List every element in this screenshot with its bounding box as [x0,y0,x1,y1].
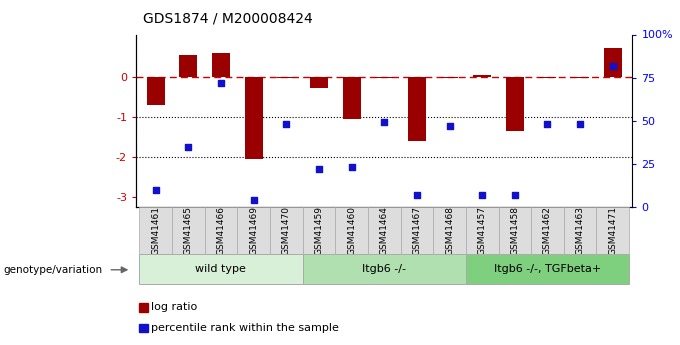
Point [509,192,520,198]
Bar [539,77,556,78]
Bar [310,77,328,88]
Text: GSM41468: GSM41468 [445,206,454,255]
FancyBboxPatch shape [139,254,303,284]
Text: GSM41464: GSM41464 [379,206,389,255]
FancyBboxPatch shape [564,207,596,254]
Bar [277,77,295,78]
Point [248,197,259,203]
Text: GSM41471: GSM41471 [609,206,617,255]
FancyBboxPatch shape [303,207,335,254]
Bar [180,55,197,77]
Text: GSM41469: GSM41469 [249,206,258,255]
Text: log ratio: log ratio [151,302,197,312]
FancyBboxPatch shape [466,207,498,254]
Point [411,192,422,198]
Text: GSM41457: GSM41457 [477,206,487,255]
Bar [506,77,524,131]
Text: percentile rank within the sample: percentile rank within the sample [151,323,339,333]
FancyBboxPatch shape [466,254,629,284]
Text: GSM41465: GSM41465 [184,206,192,255]
Bar [147,77,165,105]
Text: Itgb6 -/-, TGFbeta+: Itgb6 -/-, TGFbeta+ [494,264,601,274]
FancyBboxPatch shape [498,207,531,254]
Point [575,121,585,127]
Text: GDS1874 / M200008424: GDS1874 / M200008424 [143,12,313,26]
Bar [408,77,426,141]
Text: GSM41461: GSM41461 [151,206,160,255]
Bar [245,77,262,159]
Point [281,121,292,127]
Bar [473,75,491,77]
Point [346,165,357,170]
Text: Itgb6 -/-: Itgb6 -/- [362,264,406,274]
FancyBboxPatch shape [205,207,237,254]
Text: GSM41466: GSM41466 [216,206,225,255]
Text: GSM41460: GSM41460 [347,206,356,255]
Text: GSM41470: GSM41470 [282,206,291,255]
FancyBboxPatch shape [335,207,368,254]
FancyBboxPatch shape [237,207,270,254]
Point [607,63,618,68]
Point [477,192,488,198]
Bar [441,77,458,78]
Bar [375,77,393,78]
FancyBboxPatch shape [303,254,466,284]
Text: GSM41459: GSM41459 [314,206,324,255]
Text: genotype/variation: genotype/variation [3,265,103,275]
Text: GSM41467: GSM41467 [412,206,422,255]
Point [313,166,324,172]
Point [150,187,161,193]
FancyBboxPatch shape [270,207,303,254]
Point [216,80,226,86]
Point [542,121,553,127]
Text: wild type: wild type [195,264,246,274]
Point [183,144,194,149]
Point [379,120,390,125]
FancyBboxPatch shape [139,207,172,254]
Bar [604,48,622,77]
Text: GSM41458: GSM41458 [510,206,520,255]
FancyBboxPatch shape [368,207,401,254]
FancyBboxPatch shape [433,207,466,254]
FancyBboxPatch shape [596,207,629,254]
Bar [212,52,230,77]
FancyBboxPatch shape [172,207,205,254]
Text: GSM41462: GSM41462 [543,206,552,255]
Text: GSM41463: GSM41463 [576,206,585,255]
Point [444,123,455,129]
Bar [343,77,360,119]
FancyBboxPatch shape [401,207,433,254]
Bar [571,77,589,78]
FancyBboxPatch shape [531,207,564,254]
